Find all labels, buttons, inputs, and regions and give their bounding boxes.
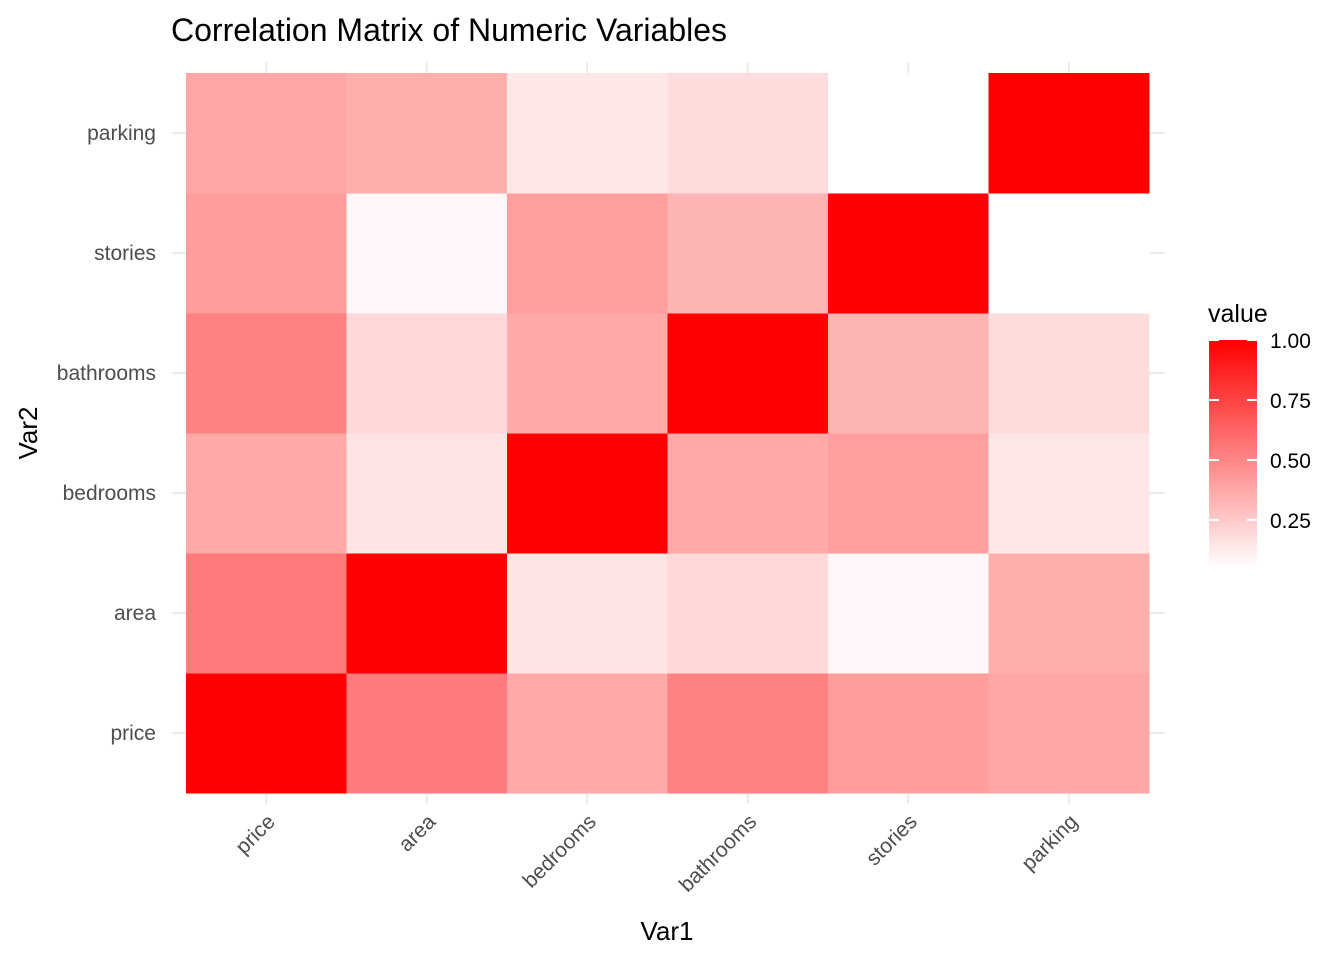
heatmap-cell-bedrooms-bedrooms [507, 433, 668, 554]
heatmap-cell-stories-area [828, 553, 989, 674]
x-tick-label: stories [862, 810, 922, 870]
x-tick-label: parking [1017, 810, 1082, 875]
y-tick-label: bathrooms [57, 362, 156, 385]
chart-title: Correlation Matrix of Numeric Variables [171, 12, 727, 48]
heatmap-cell-area-bedrooms [346, 433, 508, 554]
x-tick-label: bedrooms [518, 810, 600, 892]
heatmap-cell-bedrooms-price [507, 673, 668, 794]
heatmap-cell-stories-stories [828, 193, 989, 314]
legend-title: value [1208, 300, 1268, 328]
legend-tick-label: 0.50 [1270, 450, 1311, 473]
x-tick-label: price [231, 810, 279, 858]
heatmap-cell-area-parking [346, 73, 508, 194]
x-axis-title: Var1 [641, 916, 694, 946]
heatmap-cell-area-stories [346, 193, 508, 314]
y-tick-label: stories [94, 242, 156, 265]
heatmap-cell-parking-bathrooms [988, 313, 1150, 434]
heatmap-cell-bedrooms-bathrooms [507, 313, 668, 434]
color-legend: value 1.00 0.75 0.50 0.25 [1208, 300, 1311, 568]
heatmap-cell-price-area [186, 553, 347, 674]
heatmap-cell-bathrooms-area [667, 553, 829, 674]
heatmap-cell-bathrooms-bathrooms [667, 313, 829, 434]
y-tick-label: bedrooms [63, 482, 156, 505]
x-tick-label: area [394, 810, 440, 856]
heatmap-cell-bathrooms-bedrooms [667, 433, 829, 554]
heatmap-cell-price-bedrooms [186, 433, 347, 554]
heatmap-cell-price-bathrooms [186, 313, 347, 434]
legend-tick-label: 0.25 [1270, 510, 1311, 533]
heatmap-cell-parking-parking [988, 73, 1150, 194]
heatmap-cell-bedrooms-parking [507, 73, 668, 194]
y-tick-label: area [114, 602, 156, 625]
heatmap-cell-bathrooms-price [667, 673, 829, 794]
heatmap-cell-parking-bedrooms [988, 433, 1150, 554]
heatmap-cell-parking-area [988, 553, 1150, 674]
heatmap-cell-area-bathrooms [346, 313, 508, 434]
y-tick-label: price [110, 722, 156, 745]
heatmap-cell-price-price [186, 673, 347, 794]
y-axis-tick-labels: price area bedrooms bathrooms stories parking [57, 122, 157, 745]
heatmap-cell-parking-stories [988, 193, 1150, 314]
heatmap-cell-area-area [346, 553, 508, 674]
heatmap-cell-area-price [346, 673, 508, 794]
x-axis-tick-labels: price area bedrooms bathrooms stories parking [231, 810, 1082, 897]
heatmap-cell-stories-price [828, 673, 989, 794]
heatmap-cell-bedrooms-area [507, 553, 668, 674]
heatmap-cell-bathrooms-parking [667, 73, 829, 194]
legend-tick-label: 0.75 [1270, 390, 1311, 413]
heatmap-cell-stories-bedrooms [828, 433, 989, 554]
y-axis-title: Var2 [13, 407, 43, 460]
heatmap-cell-parking-price [988, 673, 1150, 794]
heatmap-cell-stories-bathrooms [828, 313, 989, 434]
y-tick-label: parking [87, 122, 156, 145]
x-tick-label: bathrooms [675, 810, 761, 896]
heatmap-cell-price-parking [186, 73, 347, 194]
heatmap-cells [186, 73, 1150, 794]
legend-tick-label: 1.00 [1270, 330, 1311, 353]
legend-color-bar [1209, 340, 1257, 568]
heatmap-cell-price-stories [186, 193, 347, 314]
heatmap-cell-bathrooms-stories [667, 193, 829, 314]
heatmap-cell-bedrooms-stories [507, 193, 668, 314]
heatmap-cell-stories-parking [828, 73, 989, 194]
legend-ticks: 1.00 0.75 0.50 0.25 [1209, 330, 1311, 533]
